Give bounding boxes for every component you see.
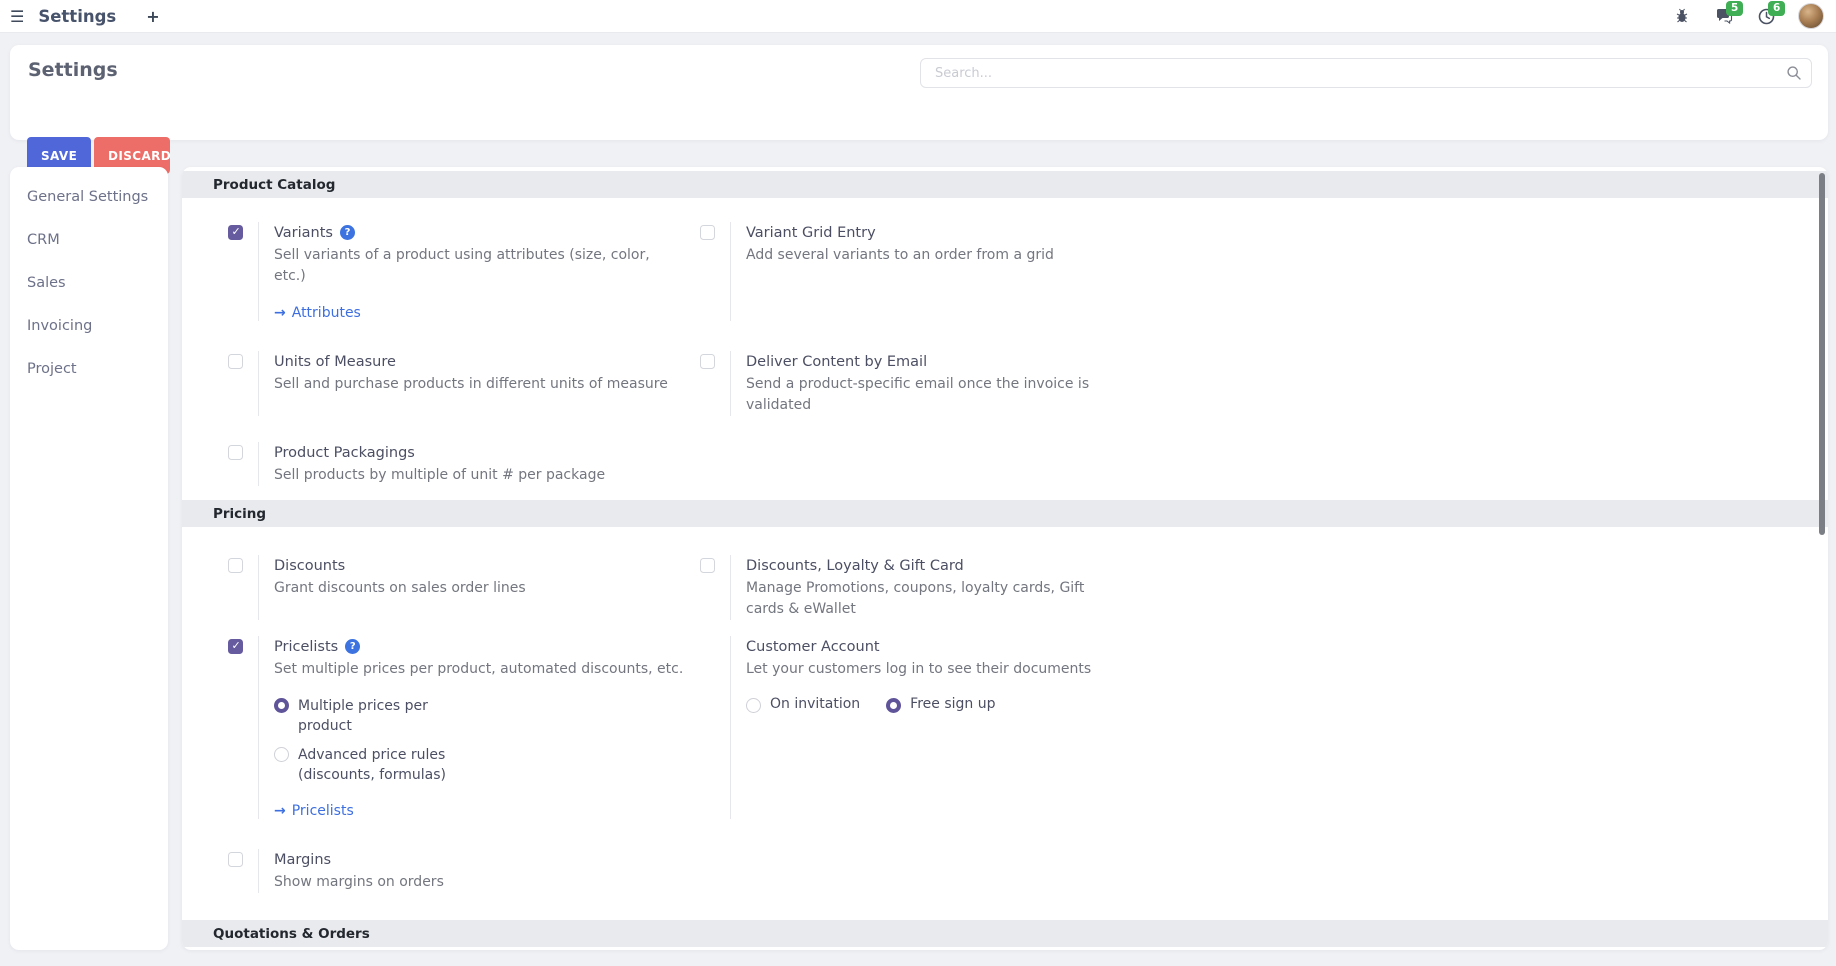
user-avatar[interactable]	[1798, 3, 1824, 29]
new-tab-icon[interactable]: +	[146, 6, 160, 26]
units-of-measure-checkbox[interactable]	[228, 354, 243, 369]
setting-label: Variant Grid Entry	[746, 224, 876, 241]
messages-count-badge: 5	[1726, 1, 1744, 16]
top-navbar: ☰ Settings + 5 6	[0, 0, 1836, 33]
radio-button[interactable]	[274, 747, 289, 762]
settings-main-pane: Product Catalog Variants ? Sell variants…	[182, 167, 1828, 950]
setting-description: Manage Promotions, coupons, loyalty card…	[746, 580, 1085, 617]
variants-checkbox[interactable]	[228, 225, 243, 240]
help-icon[interactable]: ?	[339, 225, 355, 240]
setting-variants: Variants ? Sell variants of a product us…	[228, 222, 700, 321]
sidebar-item-project[interactable]: Project	[27, 361, 77, 377]
setting-deliver-content-by-email: Deliver Content by Email Send a product-…	[700, 351, 1172, 416]
sidebar-item-sales[interactable]: Sales	[27, 275, 66, 291]
setting-discounts-loyalty-gift-card: Discounts, Loyalty & Gift Card Manage Pr…	[700, 555, 1172, 620]
setting-variant-grid-entry: Variant Grid Entry Add several variants …	[700, 222, 1172, 321]
setting-customer-account: Customer Account Let your customers log …	[700, 636, 1172, 819]
arrow-right-icon: →	[274, 803, 286, 819]
pricelists-link[interactable]: → Pricelists	[274, 803, 354, 819]
setting-label: Product Packagings	[274, 444, 415, 461]
setting-product-packagings: Product Packagings Sell products by mult…	[228, 442, 700, 486]
setting-description: Add several variants to an order from a …	[746, 247, 1054, 263]
debug-bug-icon[interactable]	[1672, 6, 1692, 26]
sidebar-item-invoicing[interactable]: Invoicing	[27, 318, 93, 334]
arrow-right-icon: →	[274, 305, 286, 321]
setting-label: Customer Account	[746, 638, 880, 655]
section-header-quotations-orders: Quotations & Orders	[182, 920, 1828, 947]
product-packagings-checkbox[interactable]	[228, 445, 243, 460]
setting-pricelists: Pricelists ? Set multiple prices per pro…	[228, 636, 700, 819]
setting-margins: Margins Show margins on orders	[228, 849, 700, 893]
deliver-content-by-email-checkbox[interactable]	[700, 354, 715, 369]
setting-description: Let your customers log in to see their d…	[746, 661, 1092, 677]
search-input[interactable]	[920, 58, 1812, 88]
sidebar-item-crm[interactable]: CRM	[27, 232, 60, 248]
setting-label: Discounts, Loyalty & Gift Card	[746, 557, 964, 574]
variant-grid-entry-checkbox[interactable]	[700, 225, 715, 240]
attributes-link[interactable]: → Attributes	[274, 305, 361, 321]
setting-units-of-measure: Units of Measure Sell and purchase produ…	[228, 351, 700, 416]
setting-label: Discounts	[274, 557, 346, 574]
bug-glyph	[1676, 8, 1688, 23]
radio-button[interactable]	[746, 697, 761, 713]
setting-description: Show margins on orders	[274, 874, 444, 890]
help-icon[interactable]: ?	[345, 639, 361, 654]
setting-discounts: Discounts Grant discounts on sales order…	[228, 555, 700, 620]
radio-free-sign-up[interactable]: Free sign up	[886, 694, 995, 714]
pricelists-checkbox[interactable]	[228, 639, 243, 654]
setting-description: Grant discounts on sales order lines	[274, 580, 526, 596]
radio-on-invitation[interactable]: On invitation	[746, 694, 860, 714]
sidebar-item-general-settings[interactable]: General Settings	[27, 189, 149, 205]
vertical-scrollbar-thumb[interactable]	[1819, 173, 1825, 535]
page-title: Settings	[28, 59, 118, 81]
settings-sidebar: General Settings CRM Sales Invoicing Pro…	[10, 167, 168, 950]
setting-label: Units of Measure	[274, 353, 396, 370]
radio-button[interactable]	[886, 697, 902, 713]
search-icon[interactable]	[1786, 65, 1802, 85]
setting-label: Variants	[274, 224, 333, 241]
messages-icon[interactable]: 5	[1714, 1, 1744, 26]
radio-multiple-prices-per-product[interactable]: Multiple prices per product	[274, 696, 683, 736]
margins-checkbox[interactable]	[228, 852, 243, 867]
clock-glyph	[1758, 8, 1774, 24]
settings-header-card: Settings SAVE DISCARD	[10, 45, 1828, 174]
activities-clock-icon[interactable]: 6	[1756, 1, 1786, 26]
app-title[interactable]: Settings	[38, 6, 117, 26]
setting-label: Margins	[274, 851, 332, 868]
hamburger-menu-icon[interactable]: ☰	[10, 6, 25, 26]
setting-description: Sell products by multiple of unit # per …	[274, 467, 606, 483]
setting-label: Pricelists	[274, 638, 339, 655]
setting-description: Sell and purchase products in different …	[274, 376, 668, 392]
setting-label: Deliver Content by Email	[746, 353, 928, 370]
setting-description: Set multiple prices per product, automat…	[274, 661, 684, 677]
radio-button[interactable]	[274, 698, 289, 713]
activities-count-badge: 6	[1768, 1, 1786, 16]
section-header-product-catalog: Product Catalog	[182, 171, 1828, 198]
discounts-loyalty-gift-card-checkbox[interactable]	[700, 558, 715, 573]
section-header-pricing: Pricing	[182, 500, 1828, 527]
discounts-checkbox[interactable]	[228, 558, 243, 573]
setting-description: Sell variants of a product using attribu…	[274, 247, 650, 284]
radio-advanced-price-rules[interactable]: Advanced price rules (discounts, formula…	[274, 745, 683, 785]
setting-description: Send a product-specific email once the i…	[746, 376, 1090, 413]
